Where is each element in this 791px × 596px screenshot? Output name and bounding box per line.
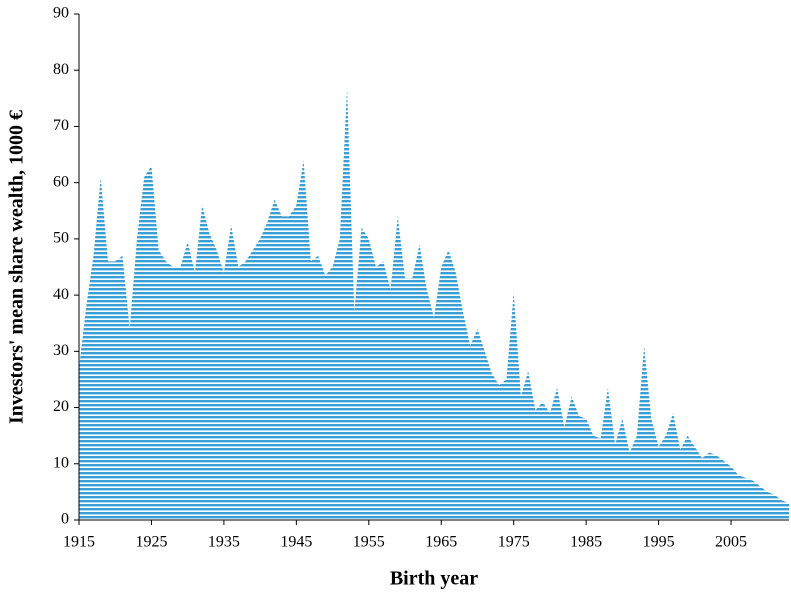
x-tick-label: 2005 — [715, 534, 747, 551]
x-tick-label: 1945 — [280, 534, 312, 551]
y-tick-label: 10 — [53, 454, 69, 471]
y-axis-title: Investors' mean share wealth, 1000 € — [6, 110, 28, 424]
y-tick-label: 40 — [53, 286, 69, 303]
x-tick-label: 1935 — [208, 534, 240, 551]
x-tick-label: 1965 — [425, 534, 457, 551]
x-tick-label: 1985 — [570, 534, 602, 551]
x-tick-label: 1995 — [643, 534, 675, 551]
y-tick-label: 0 — [61, 511, 69, 528]
y-tick-label: 90 — [53, 5, 69, 22]
y-tick-label: 70 — [53, 117, 69, 134]
y-tick-label: 30 — [53, 342, 69, 359]
x-tick-label: 1915 — [63, 534, 95, 551]
x-axis-title: Birth year — [390, 568, 478, 590]
x-tick-label: 1925 — [135, 534, 167, 551]
x-tick-label: 1975 — [498, 534, 530, 551]
y-tick-label: 80 — [53, 61, 69, 78]
y-tick-label: 60 — [53, 173, 69, 190]
area — [79, 87, 789, 520]
x-tick-label: 1955 — [353, 534, 385, 551]
y-tick-label: 20 — [53, 398, 69, 415]
y-tick-label: 50 — [53, 230, 69, 247]
